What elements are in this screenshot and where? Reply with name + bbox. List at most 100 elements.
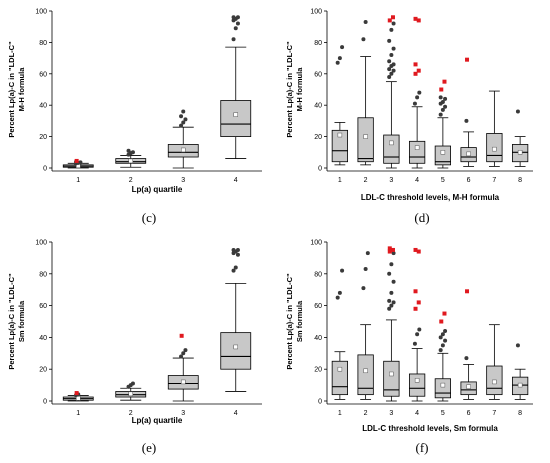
x-tick-label: 8 — [518, 410, 522, 417]
x-tick-label: 2 — [129, 177, 133, 184]
extreme-point — [413, 247, 418, 252]
outlier-point — [440, 107, 445, 112]
x-tick-label: 2 — [364, 177, 368, 184]
x-tick-label: 2 — [129, 410, 133, 417]
mean-marker — [76, 396, 81, 401]
mean-marker — [233, 344, 238, 350]
extreme-point — [387, 246, 392, 251]
extreme-point — [74, 158, 79, 163]
x-tick-label: 1 — [76, 177, 80, 184]
iqr-box — [383, 360, 400, 397]
outlier-point — [363, 19, 368, 24]
x-tick-label: 5 — [441, 410, 445, 417]
mean-marker — [181, 147, 186, 153]
extreme-point — [387, 249, 392, 254]
y-tick-label: 80 — [39, 271, 47, 278]
panel-e: 0 20 40 60 80 100 Percent Lp(a)-C in "LDL-C" Sm… — [7, 240, 262, 455]
outlier-point — [440, 343, 445, 348]
outlier-point — [515, 343, 520, 348]
x-tick-label: 5 — [441, 177, 445, 184]
extreme-point — [74, 391, 79, 396]
outlier-point — [363, 267, 368, 272]
y-tick-label: 40 — [314, 335, 322, 342]
outlier-point — [233, 26, 238, 31]
outlier-point — [415, 95, 420, 100]
extreme-point — [439, 87, 444, 92]
extreme-point — [413, 16, 418, 21]
outlier-point — [337, 56, 342, 61]
mean-marker — [233, 112, 238, 117]
mean-marker — [128, 158, 133, 164]
extreme-point — [413, 71, 418, 76]
mean-marker — [128, 391, 133, 397]
mean-marker — [517, 150, 523, 155]
panel-c: 0 20 40 60 80 100 Percent Lp(a)-C in "LDL-C" M-… — [7, 9, 262, 225]
y-tick-label: 0 — [43, 399, 47, 406]
iqr-box — [357, 117, 374, 163]
outlier-point — [387, 74, 392, 79]
extreme-point — [179, 333, 184, 338]
y-tick-label: 80 — [314, 40, 322, 47]
y-axis-label-line-1: Percent Lp(a)-C in "LDL-C" — [7, 41, 16, 138]
extreme-point — [390, 15, 395, 20]
mean-marker — [466, 384, 471, 389]
outlier-point — [417, 327, 422, 332]
outlier-point — [440, 100, 445, 105]
box-3 — [383, 246, 400, 402]
y-tick-label: 40 — [39, 103, 47, 110]
y-tick-label: 60 — [39, 303, 47, 310]
panel-letter: (e) — [142, 440, 156, 455]
outlier-point — [443, 104, 448, 109]
outlier-point — [387, 271, 392, 276]
y-tick-label: 100 — [310, 9, 322, 16]
y-tick-label: 40 — [39, 335, 47, 342]
outlier-point — [340, 45, 345, 50]
y-axis-label-line-2: Sm formula — [295, 300, 304, 342]
panel-d: 0 20 40 60 80 100 Percent Lp(a)-C in "LDL-C" M-… — [285, 9, 533, 225]
outlier-point — [179, 354, 184, 359]
extreme-point — [416, 18, 421, 23]
x-tick-label: 1 — [338, 177, 342, 184]
outlier-point — [130, 150, 135, 155]
box-6 — [460, 57, 477, 167]
box-6 — [460, 289, 477, 400]
outlier-point — [78, 160, 83, 165]
panel-letter: (c) — [142, 210, 156, 225]
outlier-point — [235, 21, 240, 26]
x-tick-label: 8 — [518, 177, 522, 184]
y-axis-label-line-1: Percent Lp(a)-C in "LDL-C" — [285, 41, 294, 138]
y-tick-label: 40 — [314, 103, 322, 110]
outlier-point — [183, 348, 188, 353]
iqr-box — [408, 140, 426, 164]
outlier-point — [335, 295, 340, 300]
box-3 — [167, 109, 199, 169]
x-tick-label: 1 — [338, 410, 342, 417]
y-tick-label: 60 — [314, 71, 322, 78]
mean-marker — [363, 134, 368, 139]
iqr-box — [383, 134, 400, 164]
outlier-point — [412, 341, 417, 346]
box-4 — [220, 15, 252, 159]
box-4 — [220, 247, 252, 392]
y-axis-label-line-2: M-H formula — [295, 67, 304, 112]
box-7 — [486, 90, 503, 167]
outlier-point — [126, 148, 131, 153]
outlier-point — [440, 332, 445, 337]
iqr-box — [434, 145, 451, 166]
box-2 — [115, 381, 147, 401]
x-tick-label: 4 — [234, 177, 238, 184]
outlier-point — [438, 95, 443, 100]
box-2 — [357, 251, 374, 400]
outlier-point — [438, 348, 443, 353]
outlier-point — [438, 335, 443, 340]
y-axis-label-line-1: Percent Lp(a)-C in "LDL-C" — [285, 273, 294, 370]
y-axis-label-line-1: Percent Lp(a)-C in "LDL-C" — [7, 273, 16, 370]
outlier-point — [361, 37, 366, 42]
y-tick-label: 100 — [310, 240, 322, 247]
outlier-point — [464, 118, 469, 123]
mean-marker — [440, 150, 446, 155]
extreme-point — [413, 306, 418, 311]
outlier-point — [340, 268, 345, 273]
iqr-box — [331, 129, 348, 163]
outlier-point — [179, 114, 184, 119]
